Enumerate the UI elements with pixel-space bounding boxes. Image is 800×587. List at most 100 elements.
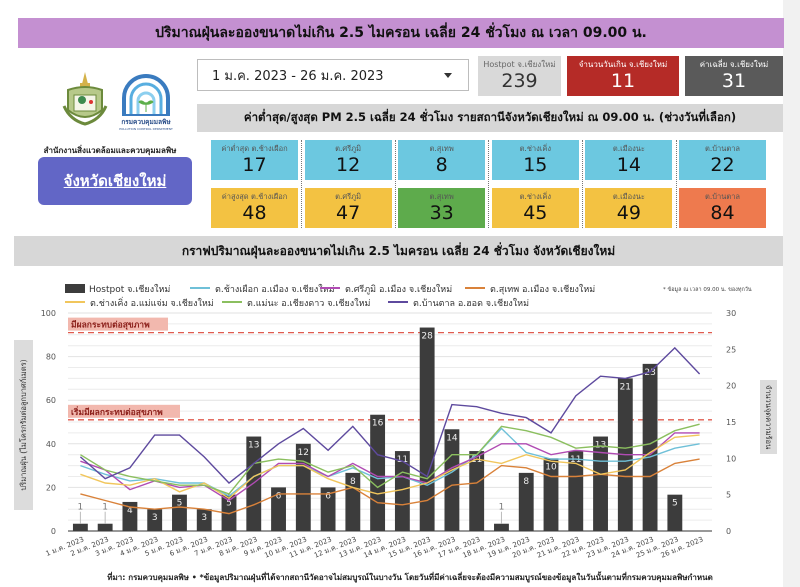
y-right-tick-label: 10 (726, 454, 736, 463)
station-min-label: ต.สุเทพ (429, 144, 454, 153)
bar-label: 3 (152, 513, 158, 523)
legend-label: ต.สุเทพ อ.เมือง จ.เชียงใหม่ (490, 284, 595, 295)
hotspot-bar (72, 523, 88, 531)
station-min-card: ค่าต่ำสุด ต.ช้างเผือก 17 (211, 140, 298, 180)
page-title: ปริมาณฝุ่นละอองขนาดไม่เกิน 2.5 ไมครอน เฉ… (18, 18, 784, 48)
series-line (80, 427, 700, 497)
chevron-down-icon (444, 73, 452, 78)
column-divider (301, 140, 303, 228)
bar-label: 14 (446, 433, 458, 443)
bar-label: 5 (226, 499, 232, 509)
hotspot-bar (370, 414, 386, 531)
station-max-card: ต.สุเทพ 33 (398, 188, 486, 228)
y-left-tick-label: 0 (51, 527, 56, 536)
bar-label: 23 (644, 368, 655, 378)
legend-label: Hostpot จ.เชียงใหม่ (89, 284, 170, 295)
bar-label: 10 (545, 462, 557, 472)
hotspot-bar (568, 451, 584, 531)
hotspot-bar (97, 523, 113, 531)
series-line (80, 423, 700, 495)
bar-label: 3 (201, 513, 207, 523)
station-max-card: ต.ศรีภูมิ 47 (304, 188, 392, 228)
kpi-hotspot-label: Hostpot จ.เชียงใหม่ (483, 60, 556, 69)
threshold-label-bg (68, 317, 168, 331)
bar-label: 1 (102, 503, 108, 513)
y-right-tick-label: 5 (726, 491, 731, 500)
legend-label: ต.ช้างเผือก อ.เมือง จ.เชียงใหม่ (215, 284, 335, 295)
station-min-value: 15 (523, 154, 548, 176)
legend-label: ต.แม่นะ อ.เชียงดาว จ.เชียงใหม่ (247, 298, 371, 309)
station-max-value: 48 (242, 202, 267, 224)
station-max-value: 47 (336, 202, 361, 224)
column-divider (581, 140, 583, 228)
station-max-label: ต.บ้านตาล (704, 192, 741, 201)
bar-label: 28 (421, 332, 433, 342)
province-button[interactable]: จังหวัดเชียงใหม่ (38, 157, 192, 205)
kpi-hotspot-value: 239 (501, 70, 538, 92)
station-min-card: ต.ศรีภูมิ 12 (304, 140, 392, 180)
station-max-label: ต.เมืองนะ (612, 192, 645, 201)
chart-header-text: กราฟปริมาณฝุ่นละอองขนาดไม่เกิน 2.5 ไมครอ… (181, 243, 616, 258)
bar-label: 8 (350, 477, 356, 487)
threshold-label: เริ่มมีผลกระทบต่อสุขภาพ (71, 405, 163, 418)
station-max-label: ค่าสูงสุด ต.ช้างเผือก (221, 192, 288, 201)
bar-label: 5 (672, 499, 678, 509)
station-max-label: ต.สุเทพ (429, 192, 454, 201)
hotspot-bar (172, 494, 187, 531)
hotspot-bar (469, 451, 485, 531)
bar-label: 5 (177, 499, 183, 509)
hotspot-bar (518, 472, 534, 531)
chart-header: กราฟปริมาณฝุ่นละอองขนาดไม่เกิน 2.5 ไมครอ… (14, 236, 783, 266)
station-min-card: ต.สุเทพ 8 (398, 140, 486, 180)
scrollbar-track[interactable] (783, 0, 800, 587)
date-range-select[interactable]: 1 ม.ค. 2023 - 26 ม.ค. 2023 (197, 59, 469, 91)
bar-label: 11 (397, 455, 408, 465)
hotspot-bar (494, 523, 509, 531)
threshold-label: มีผลกระทบต่อสุขภาพ (71, 320, 150, 331)
bar-label: 6 (276, 491, 282, 501)
hotspot-bar (196, 509, 212, 531)
stations-header: ค่าต่ำสุด/สูงสุด PM 2.5 เฉลี่ย 24 ชั่วโม… (197, 104, 783, 132)
series-line (79, 346, 701, 484)
station-max-label: ต.ช่างเคิ่ง (519, 192, 552, 201)
source-note: ที่มา: กรมควบคุมมลพิษ • *ข้อมูลปริมาณฝุ่… (107, 571, 713, 583)
bar-label: 12 (298, 448, 309, 458)
series-line (80, 434, 700, 500)
y-right-title-box (760, 380, 777, 454)
bar-label: 11 (570, 455, 581, 465)
y-left-title-box (14, 340, 33, 510)
logo-area: กรมควบคุมมลพิษ POLLUTION CONTROL DEPARTM… (20, 60, 200, 220)
station-min-value: 12 (336, 154, 361, 176)
station-min-value: 8 (435, 154, 448, 176)
y-right-tick-label: 15 (726, 418, 736, 427)
kpi-hotspot: Hostpot จ.เชียงใหม่ 239 (478, 56, 561, 96)
chart-note: * ข้อมูล ณ เวลา 09.00 น. ของทุกวัน (663, 286, 752, 293)
station-max-card: ต.เมืองนะ 49 (585, 188, 673, 228)
y-right-tick-label: 20 (726, 382, 736, 391)
station-min-value: 17 (242, 154, 267, 176)
bar-label: 16 (372, 419, 384, 429)
kpi-average-value: 31 (721, 70, 747, 92)
station-min-card: ต.เมืองนะ 14 (585, 140, 673, 180)
y-right-tick-label: 0 (726, 527, 731, 536)
station-grid: ค่าต่ำสุด ต.ช้างเผือก 17 ค่าสูงสุด ต.ช้างเ… (211, 140, 773, 228)
bar-label: 1 (499, 503, 505, 513)
y-left-tick-label: 40 (46, 440, 56, 449)
hotspot-bar (394, 451, 410, 531)
bar-label: 11 (471, 455, 482, 465)
legend-label: ต.บ้านตาล อ.ฮอด จ.เชียงใหม่ (413, 298, 529, 309)
y-left-tick-label: 20 (46, 483, 56, 492)
bar-label: 21 (620, 382, 631, 392)
y-right-tick-label: 25 (726, 345, 736, 354)
y-left-tick-label: 60 (46, 396, 56, 405)
station-max-card: ค่าสูงสุด ต.ช้างเผือก 48 (211, 188, 298, 228)
station-min-label: ค่าต่ำสุด ต.ช้างเผือก (221, 144, 288, 153)
station-min-label: ต.ช่างเคิ่ง (519, 144, 552, 153)
station-min-value: 22 (710, 154, 735, 176)
column-divider (675, 140, 677, 228)
pcd-logo: กรมควบคุมมลพิษ POLLUTION CONTROL DEPARTM… (119, 74, 173, 131)
kpi-average-label: ค่าเฉลี่ย จ.เชียงใหม่ (699, 60, 769, 69)
y-right-tick-label: 30 (726, 309, 736, 318)
legend-label: ต.ศรีภูมิ อ.เมือง จ.เชียงใหม่ (345, 284, 452, 295)
